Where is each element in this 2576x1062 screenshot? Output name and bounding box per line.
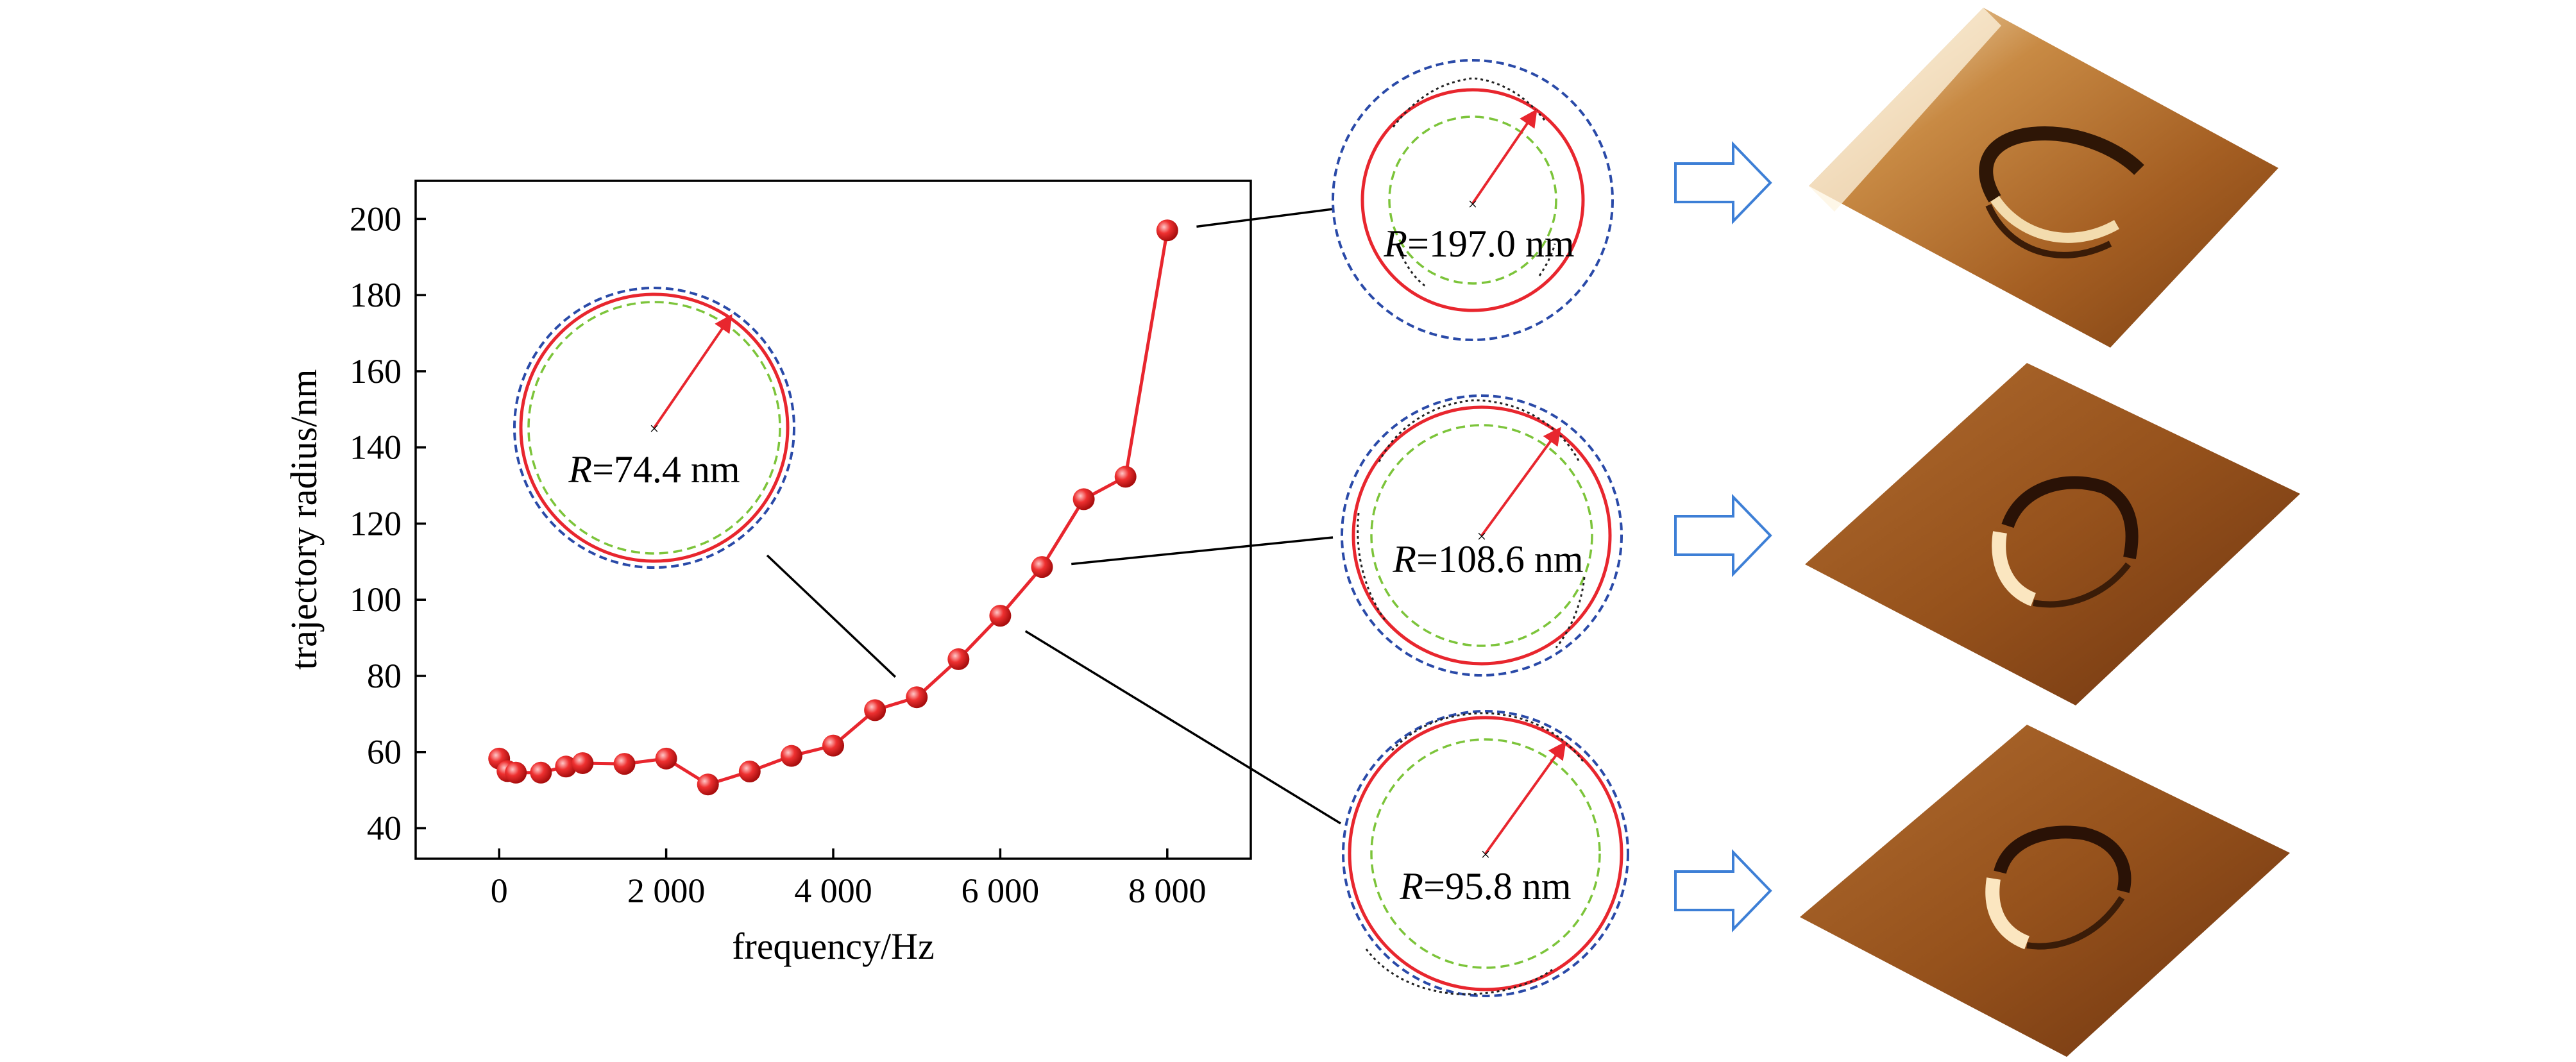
x-tick-label: 6 000 — [962, 872, 1040, 910]
fit-circle — [1360, 88, 1585, 312]
y-tick-label: 180 — [350, 276, 402, 314]
y-tick-label: 80 — [367, 657, 402, 695]
measured-trajectory — [1357, 399, 1586, 648]
data-point — [780, 745, 802, 767]
radius-label: R=197.0 nm — [1383, 223, 1574, 265]
data-point — [555, 755, 577, 778]
y-tick-label: 160 — [350, 352, 402, 391]
center-mark: × — [1477, 527, 1487, 546]
plot-frame — [414, 180, 1252, 860]
center-mark: × — [1481, 845, 1491, 864]
radius-symbol: R — [1383, 223, 1407, 265]
series-line — [488, 219, 1178, 796]
y-tick-label: 100 — [350, 580, 402, 619]
data-point — [572, 752, 594, 774]
leader-line — [1024, 630, 1341, 825]
series-polyline — [498, 230, 1169, 786]
data-point — [864, 699, 886, 721]
y-tick-label: 60 — [367, 733, 402, 771]
radius-symbol: R — [568, 448, 592, 491]
right-arrow-icon — [1674, 141, 1772, 224]
data-point — [655, 747, 677, 770]
data-point — [697, 773, 719, 796]
outer-dashed-circle — [1341, 394, 1623, 677]
trajectory-inset-74: × R=74.4 nm — [513, 287, 795, 569]
data-point — [738, 761, 761, 783]
afm-surface-middle — [1805, 363, 2300, 705]
radius-label: R=74.4 nm — [568, 448, 740, 491]
leader-lines — [766, 208, 1341, 825]
data-point — [989, 605, 1012, 627]
x-tick-label: 4 000 — [794, 872, 872, 910]
radius-value: =108.6 nm — [1416, 538, 1584, 580]
fit-circle — [1348, 716, 1623, 991]
inner-dashed-circle — [1370, 738, 1601, 969]
trajectory-inset-95: × R=95.8 nm — [1342, 710, 1629, 997]
measured-trajectory — [1392, 77, 1556, 287]
inner-dashed-circle — [527, 301, 781, 555]
fit-circle — [519, 292, 790, 563]
y-axis: 40 60 80 100 120 140 160 180 200 — [350, 199, 426, 847]
data-point — [947, 648, 970, 670]
data-point — [906, 686, 928, 709]
outer-dashed-circle — [1332, 59, 1614, 341]
radius-symbol: R — [1392, 538, 1416, 580]
radius-label: R=95.8 nm — [1399, 865, 1571, 907]
radius-arrow — [1484, 741, 1566, 855]
afm-surface-top — [1809, 8, 2278, 348]
data-point — [530, 761, 552, 784]
data-point — [613, 753, 636, 775]
y-axis-title: trajectory radius/nm — [283, 369, 325, 670]
fit-circle — [1352, 405, 1612, 666]
x-tick-label: 0 — [491, 872, 508, 910]
radius-arrow — [1480, 426, 1561, 537]
data-point — [1156, 219, 1178, 242]
radius-value: =95.8 nm — [1423, 865, 1572, 907]
radius-arrow — [1471, 108, 1538, 205]
data-point — [505, 761, 527, 784]
y-tick-label: 140 — [350, 428, 402, 467]
measured-trajectory — [1365, 712, 1586, 995]
chart: 0 2 000 4 000 6 000 8 000 40 60 80 100 120 140 160… — [283, 180, 1341, 967]
trajectory-inset-197: × R=197.0 nm — [1332, 59, 1614, 341]
y-tick-label: 120 — [350, 504, 402, 543]
y-tick-label: 40 — [367, 809, 402, 847]
data-point — [822, 734, 844, 757]
data-point — [1031, 556, 1053, 578]
x-tick-label: 8 000 — [1128, 872, 1207, 910]
center-mark: × — [650, 419, 659, 438]
outer-dashed-circle — [513, 287, 795, 569]
x-tick-label: 2 000 — [627, 872, 706, 910]
right-arrow-icon — [1674, 849, 1772, 932]
data-point — [1072, 488, 1095, 510]
center-mark: × — [1468, 195, 1478, 214]
data-point — [1114, 466, 1137, 488]
afm-surface-bottom — [1800, 725, 2290, 1057]
leader-line — [1071, 536, 1334, 566]
right-arrow-icon — [1674, 494, 1772, 577]
radius-label: R=108.6 nm — [1392, 538, 1583, 580]
y-tick-label: 200 — [350, 199, 402, 238]
inner-dashed-circle — [1388, 115, 1557, 285]
radius-value: =74.4 nm — [592, 448, 740, 491]
leader-line — [1196, 208, 1334, 228]
outer-dashed-circle — [1342, 710, 1629, 997]
inner-dashed-circle — [1370, 424, 1593, 647]
radius-value: =197.0 nm — [1407, 223, 1575, 265]
radius-arrow — [653, 314, 733, 429]
x-axis-title: frequency/Hz — [732, 925, 935, 967]
trajectory-inset-108: × R=108.6 nm — [1341, 394, 1623, 677]
radius-symbol: R — [1399, 865, 1423, 907]
x-axis: 0 2 000 4 000 6 000 8 000 — [491, 848, 1207, 910]
leader-line — [766, 554, 897, 678]
